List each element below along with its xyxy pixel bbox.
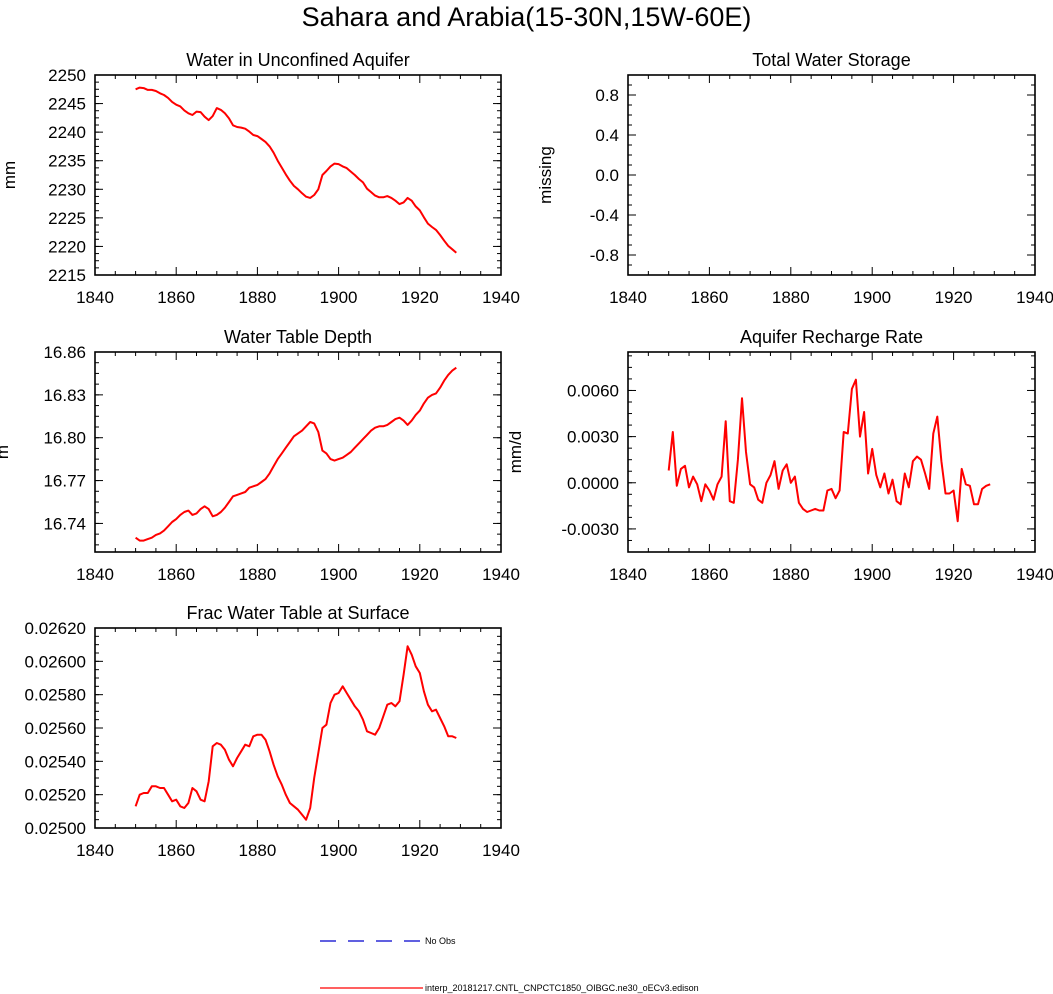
- series-line: [667, 378, 991, 523]
- x-tick-label: 1920: [401, 841, 439, 860]
- x-tick-label: 1840: [76, 288, 114, 307]
- x-tick-label: 1860: [157, 288, 195, 307]
- panel-title: Aquifer Recharge Rate: [740, 327, 923, 347]
- x-tick-label: 1880: [772, 288, 810, 307]
- y-tick-label: 0.02600: [25, 652, 86, 671]
- y-tick-label: 0.02540: [25, 752, 86, 771]
- x-tick-label: 1840: [609, 565, 647, 584]
- y-tick-label: 0.0000: [567, 474, 619, 493]
- series-line: [135, 86, 457, 254]
- y-tick-label: 16.77: [43, 472, 86, 491]
- y-axis-label: m: [0, 445, 12, 459]
- y-tick-label: 0.02500: [25, 819, 86, 838]
- y-tick-label: 16.80: [43, 429, 86, 448]
- x-tick-label: 1920: [401, 288, 439, 307]
- y-tick-label: 16.86: [43, 343, 86, 362]
- x-tick-label: 1860: [157, 841, 195, 860]
- x-tick-label: 1860: [690, 565, 728, 584]
- y-tick-label: 2225: [48, 209, 86, 228]
- panel-title: Water in Unconfined Aquifer: [186, 50, 409, 70]
- x-tick-label: 1900: [853, 288, 891, 307]
- x-tick-label: 1900: [320, 841, 358, 860]
- x-tick-label: 1940: [482, 288, 520, 307]
- y-tick-label: 0.02560: [25, 719, 86, 738]
- x-tick-label: 1920: [935, 288, 973, 307]
- series-line: [134, 645, 457, 821]
- x-tick-label: 1840: [76, 841, 114, 860]
- y-tick-label: 16.83: [43, 386, 86, 405]
- y-tick-label: 2250: [48, 66, 86, 85]
- legend-label-model: interp_20181217.CNTL_CNPCTC1850_OIBGC.ne…: [425, 983, 699, 993]
- y-tick-label: 2215: [48, 266, 86, 285]
- x-tick-label: 1860: [157, 565, 195, 584]
- y-axis-label: missing: [536, 146, 555, 204]
- legend-line-obs: [320, 940, 423, 942]
- legend-entry-model: interp_20181217.CNTL_CNPCTC1850_OIBGC.ne…: [320, 982, 699, 994]
- plot-frame: [94, 351, 502, 553]
- y-tick-label: -0.8: [590, 246, 619, 265]
- x-tick-label: 1940: [482, 565, 520, 584]
- y-axis-label: mm: [0, 161, 19, 189]
- y-tick-label: 0.02520: [25, 786, 86, 805]
- y-tick-label: -0.0030: [561, 520, 619, 539]
- y-tick-label: -0.4: [590, 206, 619, 225]
- y-tick-label: 0.0060: [567, 381, 619, 400]
- y-tick-label: 2240: [48, 123, 86, 142]
- panel-title: Water Table Depth: [224, 327, 372, 347]
- x-tick-label: 1880: [772, 565, 810, 584]
- y-tick-label: 0.0: [595, 166, 619, 185]
- x-tick-label: 1940: [1016, 288, 1053, 307]
- legend-label-obs: No Obs: [425, 936, 456, 946]
- y-tick-label: 2235: [48, 152, 86, 171]
- plot-frame: [94, 74, 502, 276]
- x-tick-label: 1900: [320, 565, 358, 584]
- y-tick-label: 2245: [48, 95, 86, 114]
- x-tick-label: 1840: [76, 565, 114, 584]
- plot-frame: [627, 74, 1036, 276]
- x-tick-label: 1920: [935, 565, 973, 584]
- x-tick-label: 1860: [690, 288, 728, 307]
- x-tick-label: 1920: [401, 565, 439, 584]
- y-tick-label: 0.02580: [25, 686, 86, 705]
- x-tick-label: 1880: [238, 841, 276, 860]
- series-line: [135, 366, 457, 542]
- y-tick-label: 2220: [48, 237, 86, 256]
- legend-entry-obs: No Obs: [320, 935, 456, 947]
- y-tick-label: 2230: [48, 180, 86, 199]
- panel-title: Total Water Storage: [752, 50, 910, 70]
- y-axis-label: mm/d: [506, 431, 525, 474]
- x-tick-label: 1900: [853, 565, 891, 584]
- legend-line-model: [320, 987, 423, 989]
- y-tick-label: 0.8: [595, 86, 619, 105]
- x-tick-label: 1880: [238, 565, 276, 584]
- plot-frame: [94, 627, 502, 829]
- y-tick-label: 0.0030: [567, 428, 619, 447]
- y-tick-label: 0.4: [595, 126, 619, 145]
- x-tick-label: 1840: [609, 288, 647, 307]
- x-tick-label: 1940: [482, 841, 520, 860]
- x-tick-label: 1880: [238, 288, 276, 307]
- panel-title: Frac Water Table at Surface: [186, 603, 409, 623]
- figure-title: Sahara and Arabia(15-30N,15W-60E): [301, 2, 752, 32]
- y-tick-label: 16.74: [43, 514, 86, 533]
- y-tick-label: 0.02620: [25, 619, 86, 638]
- x-tick-label: 1900: [320, 288, 358, 307]
- x-tick-label: 1940: [1016, 565, 1053, 584]
- plot-frame: [627, 351, 1036, 553]
